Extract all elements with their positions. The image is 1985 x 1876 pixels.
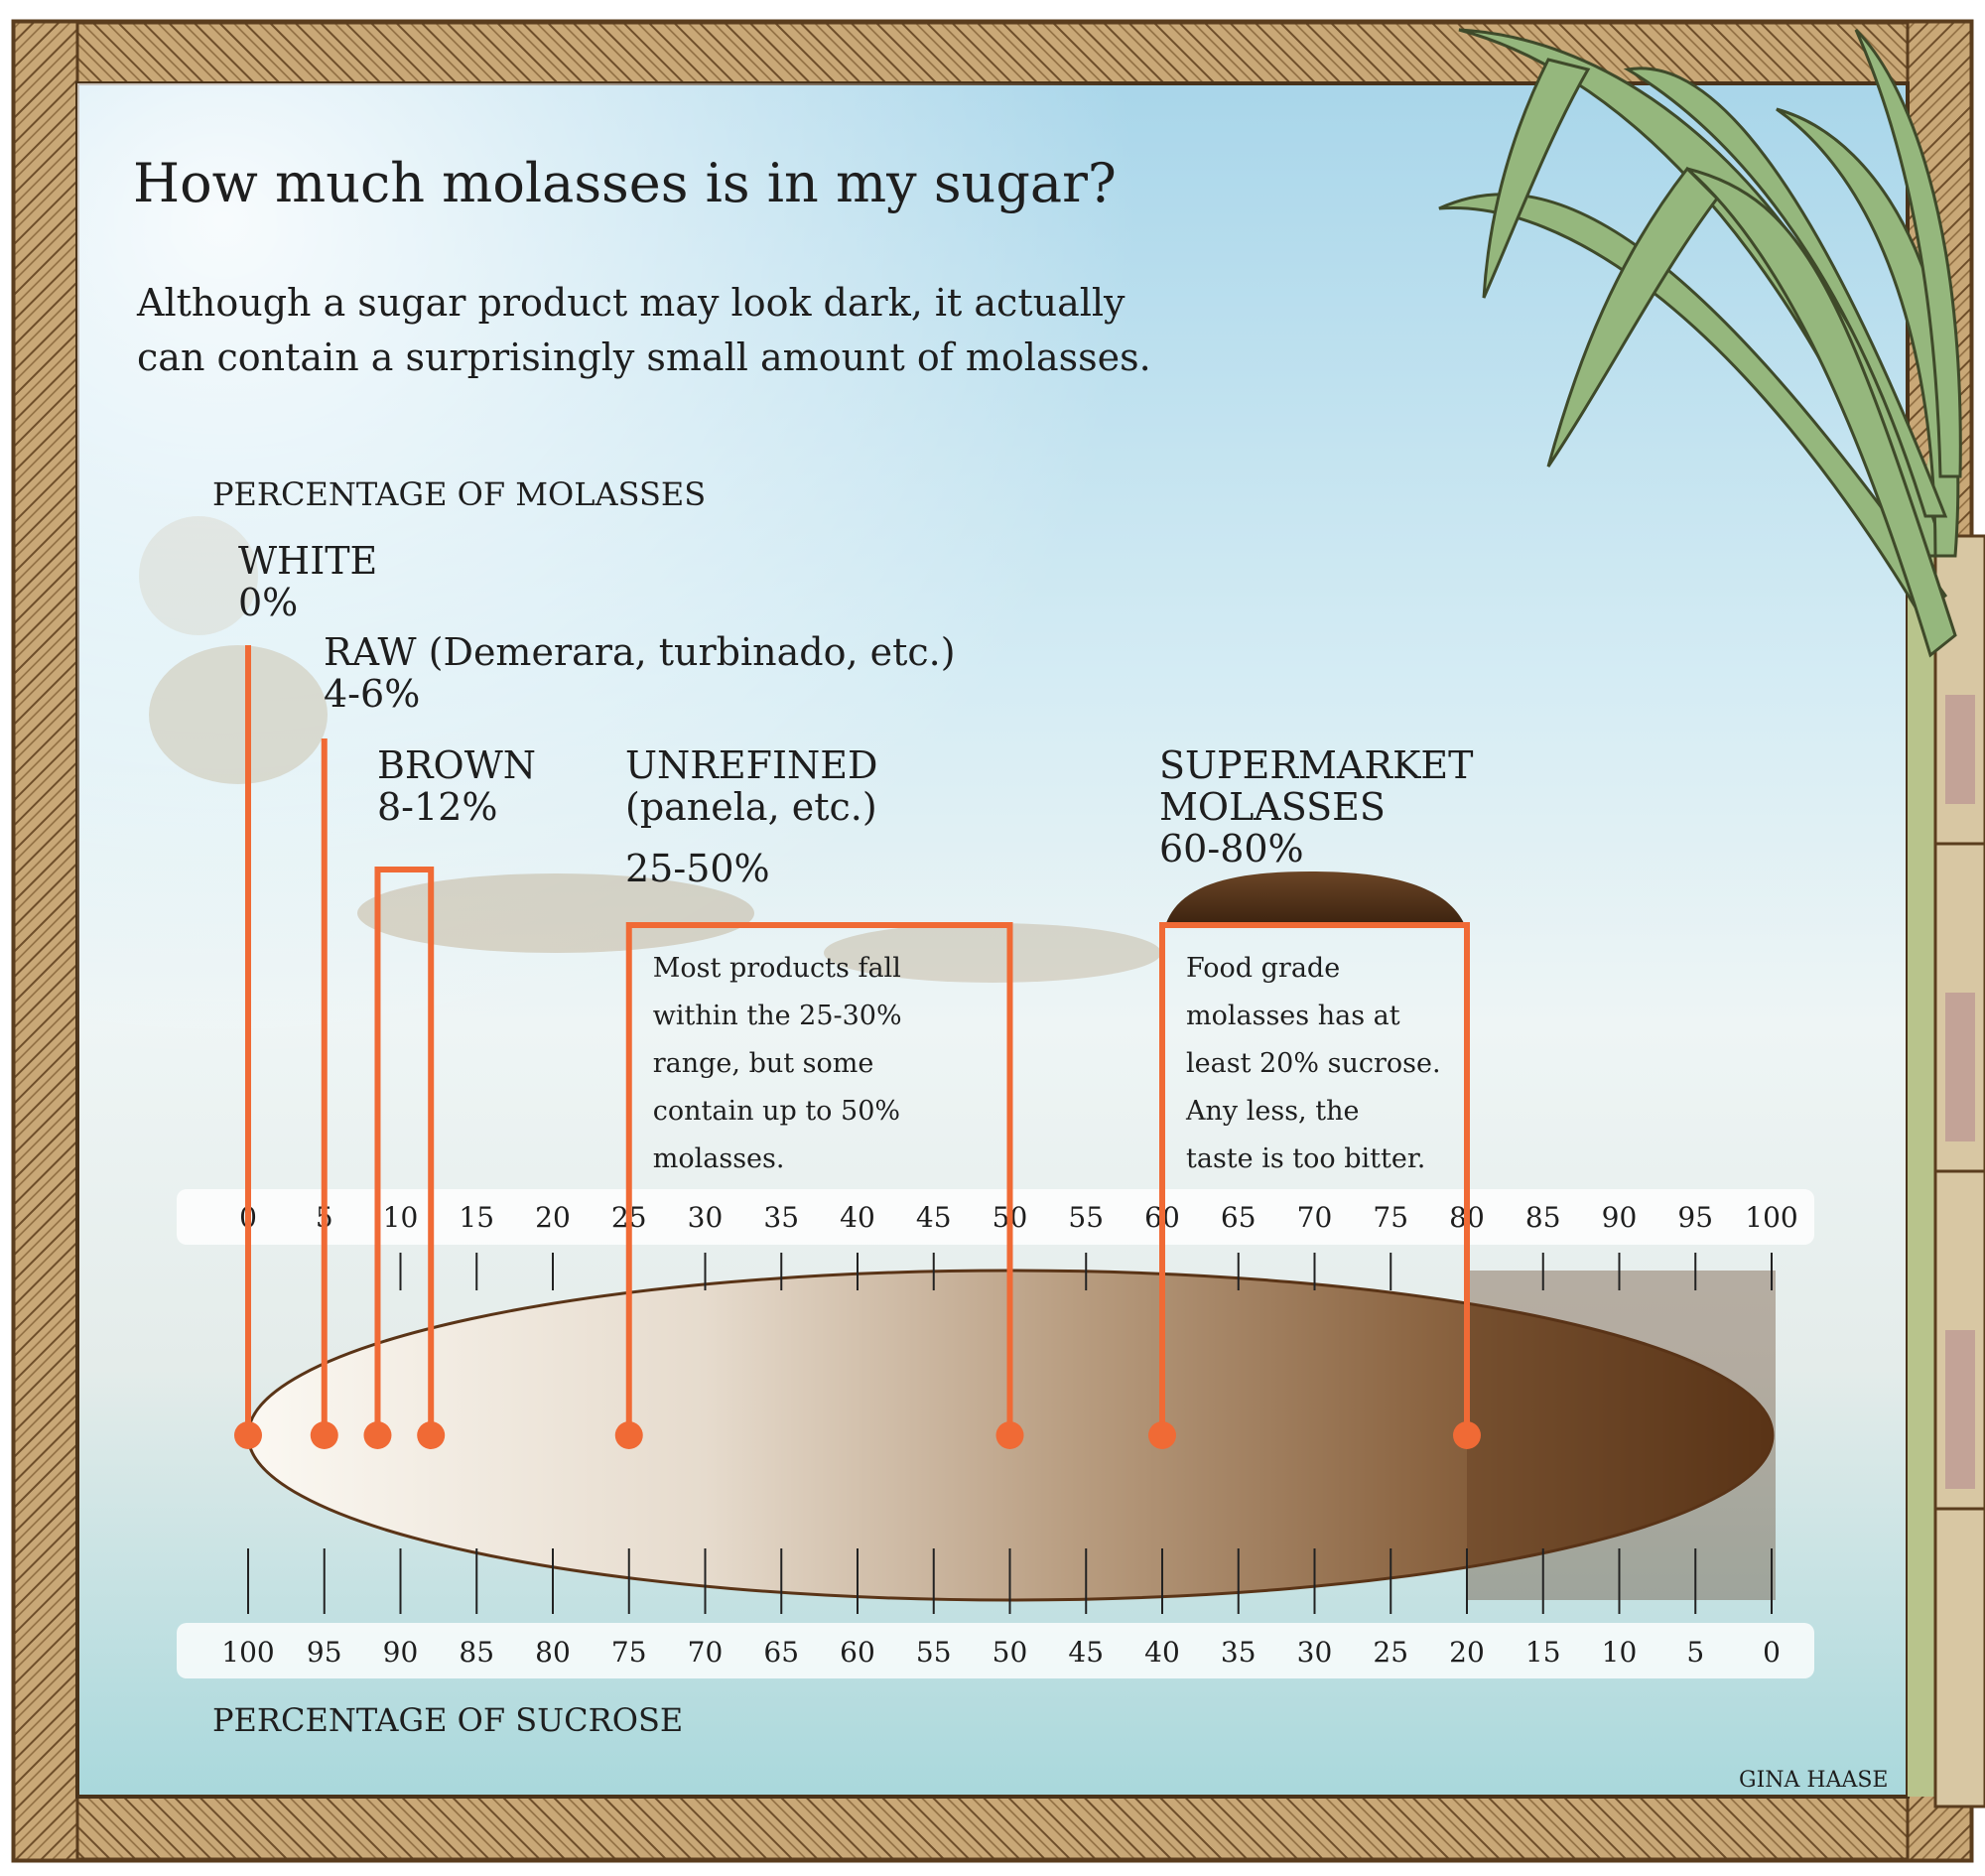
- sugar-dust-decoration: [139, 516, 1161, 983]
- oval-dark-region: [1467, 1271, 1776, 1600]
- range-bracket: [1159, 922, 1470, 1435]
- product-range-text: 8-12%: [377, 785, 497, 829]
- product-range-text: 4-6%: [324, 672, 420, 716]
- top-tick-label: 70: [1297, 1201, 1333, 1234]
- top-tick-label: 55: [1068, 1201, 1104, 1234]
- range-marker: [363, 867, 446, 1449]
- top-tick-label: 100: [1745, 1201, 1797, 1234]
- top-tick-label: 95: [1677, 1201, 1713, 1234]
- bottom-tick-label: 60: [840, 1636, 875, 1669]
- top-tick-label: 30: [688, 1201, 724, 1234]
- range-marker: [614, 922, 1024, 1449]
- bottom-tick-label: 0: [1763, 1636, 1781, 1669]
- product-name: UNREFINED: [625, 743, 877, 787]
- bottom-tick-label: 70: [688, 1636, 724, 1669]
- top-tick-label: 65: [1221, 1201, 1257, 1234]
- bottom-tick-strip: [177, 1623, 1814, 1678]
- top-tick-label: 35: [763, 1201, 799, 1234]
- top-tick-label: 45: [916, 1201, 952, 1234]
- product-note: Most products fall: [653, 953, 901, 984]
- range-max-dot: [995, 1421, 1024, 1449]
- bottom-tick-label: 40: [1144, 1636, 1180, 1669]
- bottom-tick-label: 65: [763, 1636, 799, 1669]
- product-note: Food grade: [1186, 953, 1340, 984]
- product-note: within the 25-30%: [653, 1001, 902, 1031]
- top-tick-label: 75: [1373, 1201, 1408, 1234]
- bottom-tick-label: 80: [535, 1636, 571, 1669]
- product-range-text: 25-50%: [625, 847, 770, 890]
- bottom-tick-label: 55: [916, 1636, 952, 1669]
- range-bracket: [374, 867, 435, 1435]
- product-range-text: 0%: [238, 581, 298, 624]
- bottom-tick-label: 90: [383, 1636, 419, 1669]
- bottom-tick-label: 95: [307, 1636, 342, 1669]
- top-tick-label: 10: [383, 1201, 419, 1234]
- product-note: least 20% sucrose.: [1186, 1048, 1441, 1079]
- top-tick-label: 90: [1602, 1201, 1638, 1234]
- bottom-tick-label: 85: [459, 1636, 494, 1669]
- range-marker: [234, 645, 262, 1449]
- range-min-dot: [1148, 1421, 1176, 1449]
- bottom-tick-label: 50: [992, 1636, 1028, 1669]
- scale-ticks: 0 5 10 15 20 25 30 35 40 45 50 55 60 65 70 75 80 85 90 95 10…: [221, 1201, 1797, 1669]
- range-marker: [310, 738, 338, 1449]
- product-ranges: [234, 645, 1481, 1449]
- bottom-tick-label: 30: [1297, 1636, 1333, 1669]
- product-note: range, but some: [653, 1048, 874, 1079]
- range-marker: [1148, 922, 1481, 1449]
- top-axis-label: PERCENTAGE OF MOLASSES: [212, 475, 706, 513]
- subtitle-line-1: Although a sugar product may look dark, …: [136, 281, 1125, 325]
- bottom-tick-label: 25: [1373, 1636, 1408, 1669]
- product-name: (panela, etc.): [625, 785, 877, 829]
- product-note: molasses.: [653, 1143, 785, 1174]
- range-min-dot: [614, 1421, 643, 1449]
- bottom-tick-label: 35: [1221, 1636, 1257, 1669]
- range-dot: [234, 1421, 262, 1449]
- product-name: RAW (Demerara, turbinado, etc.): [324, 630, 956, 674]
- range-max-dot: [1453, 1421, 1481, 1449]
- subtitle-line-2: can contain a surprisingly small amount …: [137, 335, 1151, 379]
- bottom-tick-label: 15: [1525, 1636, 1561, 1669]
- product-note: contain up to 50%: [653, 1096, 900, 1127]
- product-note: taste is too bitter.: [1186, 1143, 1425, 1174]
- product-name: MOLASSES: [1159, 785, 1386, 829]
- bottom-tick-label: 5: [1686, 1636, 1704, 1669]
- product-note: Any less, the: [1185, 1096, 1359, 1127]
- molasses-bowl-illustration: [1166, 871, 1464, 923]
- top-tick-label: 85: [1525, 1201, 1561, 1234]
- range-dot: [310, 1421, 338, 1449]
- bottom-axis-label: PERCENTAGE OF SUCROSE: [212, 1701, 683, 1739]
- page-title: How much molasses is in my sugar?: [133, 152, 1117, 214]
- sugar-cane-illustration: [1438, 28, 1985, 1809]
- top-tick-label: 20: [535, 1201, 571, 1234]
- product-name: BROWN: [377, 743, 536, 787]
- bottom-tick-label: 75: [611, 1636, 647, 1669]
- product-note: molasses has at: [1186, 1001, 1400, 1031]
- product-label: UNREFINED(panela, etc.) 25-50% Most produc…: [625, 743, 902, 1174]
- top-tick-strip: [177, 1189, 1814, 1245]
- range-bracket: [625, 922, 1013, 1435]
- product-name: SUPERMARKET: [1159, 743, 1473, 787]
- range-min-dot: [363, 1421, 392, 1449]
- range-max-dot: [417, 1421, 446, 1449]
- top-tick-label: 40: [840, 1201, 875, 1234]
- bottom-tick-label: 10: [1602, 1636, 1638, 1669]
- product-name: WHITE: [238, 539, 377, 583]
- product-range-text: 60-80%: [1159, 827, 1304, 871]
- artist-signature: GINA HAASE: [1739, 1768, 1889, 1793]
- bottom-tick-label: 45: [1068, 1636, 1104, 1669]
- product-label: RAW (Demerara, turbinado, etc.)4-6%: [324, 630, 956, 716]
- bottom-tick-label: 20: [1449, 1636, 1485, 1669]
- top-tick-label: 15: [459, 1201, 494, 1234]
- bottom-tick-label: 100: [221, 1636, 274, 1669]
